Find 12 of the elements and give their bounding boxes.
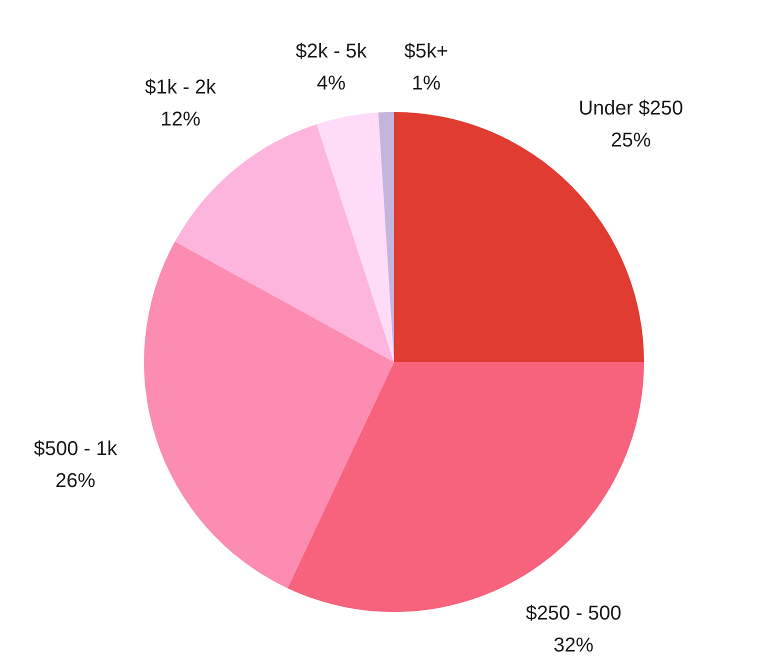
slice-label: $2k - 5k	[296, 40, 368, 63]
data-label: 12%	[160, 108, 201, 130]
data-label: 25%	[610, 130, 652, 152]
slice-label: $250 - 500	[526, 602, 622, 625]
data-label: 4%	[316, 72, 346, 95]
slice-label: $1k - 2k	[144, 76, 218, 98]
slice-label: $5k+	[404, 40, 448, 63]
slice-label: Under $250	[578, 98, 684, 120]
data-label: 26%	[55, 470, 96, 492]
slice-label: $500 - 1k	[34, 438, 118, 460]
data-label: 1%	[412, 72, 441, 95]
data-label: 32%	[553, 634, 594, 657]
